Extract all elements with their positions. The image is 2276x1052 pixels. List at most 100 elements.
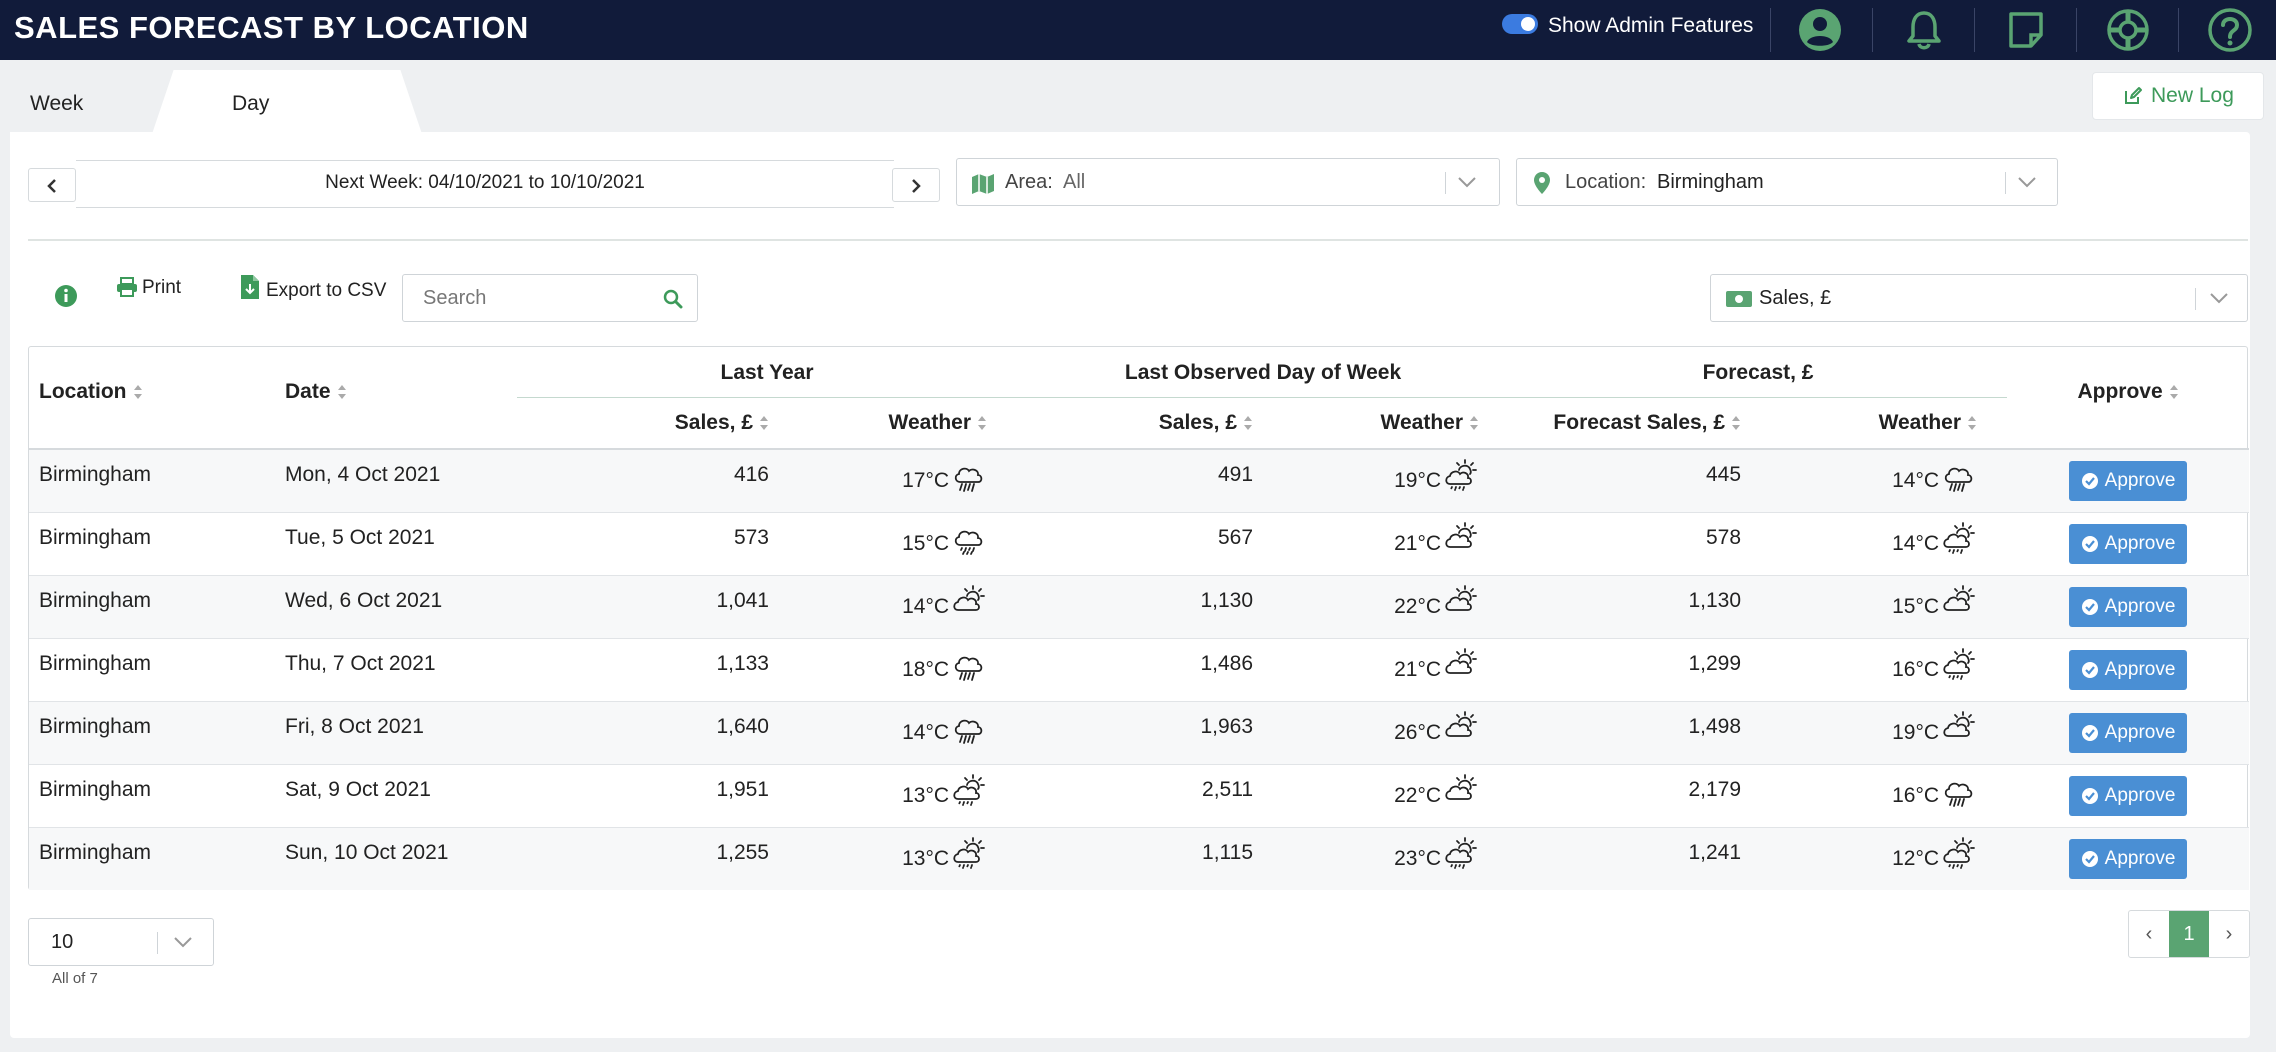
search-input[interactable] xyxy=(423,285,643,311)
date-cell: Thu, 7 Oct 2021 xyxy=(285,651,436,675)
area-select[interactable]: Area: All xyxy=(956,158,1500,206)
location-value: Birmingham xyxy=(1657,171,1764,193)
lo-sales-cell: 1,130 xyxy=(1200,588,1254,612)
column-header-ly-weather[interactable]: Weather xyxy=(785,397,1018,450)
ly-sales-cell: 1,133 xyxy=(716,651,769,675)
lo-weather-cell: 19°C xyxy=(1394,457,1479,505)
bell-icon[interactable] xyxy=(1900,6,1948,54)
weather-sun-cloud-icon xyxy=(1443,772,1479,820)
approve-button[interactable]: Approve xyxy=(2068,523,2188,564)
week-range-label: Next Week: 04/10/2021 to 10/10/2021 xyxy=(76,160,894,208)
approve-button[interactable]: Approve xyxy=(2068,460,2188,501)
weather-sun-cloud-icon xyxy=(1443,646,1479,694)
fc-sales-cell: 445 xyxy=(1705,462,1742,486)
ly-sales-cell: 1,041 xyxy=(716,588,769,612)
fc-weather-cell: 12°C xyxy=(1892,835,1977,883)
search-icon[interactable] xyxy=(663,289,683,309)
prev-page-button[interactable]: ‹ xyxy=(2145,923,2153,945)
column-header-location[interactable]: Location xyxy=(29,347,275,450)
ly-sales-cell: 573 xyxy=(733,525,769,549)
column-header-date[interactable]: Date xyxy=(275,347,517,450)
check-circle-icon xyxy=(2081,535,2098,552)
location-cell: Birmingham xyxy=(39,462,152,486)
app-header: SALES FORECAST BY LOCATION Show Admin Fe… xyxy=(0,0,2276,60)
fc-weather-cell: 16°C xyxy=(1892,772,1977,820)
admin-features-label: Show Admin Features xyxy=(1548,14,1754,37)
fc-weather-cell: 15°C xyxy=(1892,583,1977,631)
column-header-fc-sales[interactable]: Forecast Sales, £ xyxy=(1509,397,1758,450)
user-icon[interactable] xyxy=(1796,6,1844,54)
ly-weather-cell: 15°C xyxy=(902,520,987,568)
help-icon[interactable] xyxy=(2206,6,2254,54)
next-week-button[interactable] xyxy=(892,168,940,202)
lo-weather-cell: 21°C xyxy=(1394,520,1479,568)
column-header-lo-weather[interactable]: Weather xyxy=(1269,397,1510,450)
approve-button[interactable]: Approve xyxy=(2068,838,2188,879)
lo-weather-cell: 22°C xyxy=(1394,583,1479,631)
check-circle-icon xyxy=(2081,787,2098,804)
column-header-lo-sales[interactable]: Sales, £ xyxy=(1017,397,1270,450)
metric-select[interactable]: Sales, £ xyxy=(1710,274,2248,322)
column-header-fc-weather[interactable]: Weather xyxy=(1757,397,2008,450)
table-row: Birmingham Sun, 10 Oct 2021 1,255 13°C 1,115… xyxy=(29,827,2250,890)
location-cell: Birmingham xyxy=(39,714,152,738)
fc-sales-cell: 1,130 xyxy=(1688,588,1742,612)
notes-icon[interactable] xyxy=(2002,6,2050,54)
support-icon[interactable] xyxy=(2104,6,2152,54)
weather-rain-icon xyxy=(1941,772,1977,820)
check-circle-icon xyxy=(2081,472,2098,489)
lo-weather-cell: 21°C xyxy=(1394,646,1479,694)
chevron-left-icon xyxy=(47,179,56,193)
tab-week[interactable]: Week xyxy=(10,76,160,132)
tab-day[interactable]: Day xyxy=(152,70,422,134)
week-navigator: Next Week: 04/10/2021 to 10/10/2021 xyxy=(28,160,940,208)
ly-sales-cell: 1,951 xyxy=(716,777,769,801)
fc-weather-cell: 19°C xyxy=(1892,709,1977,757)
location-cell: Birmingham xyxy=(39,525,152,549)
location-select[interactable]: Location: Birmingham xyxy=(1516,158,2058,206)
fc-weather-cell: 14°C xyxy=(1892,457,1977,505)
lo-weather-cell: 23°C xyxy=(1394,835,1479,883)
weather-sun-cloud-drizzle-icon xyxy=(1443,835,1479,883)
divider xyxy=(28,239,2248,241)
previous-week-button[interactable] xyxy=(28,168,76,202)
fc-weather-cell: 16°C xyxy=(1892,646,1977,694)
edit-icon xyxy=(2125,87,2142,104)
fc-sales-cell: 1,498 xyxy=(1688,714,1742,738)
group-header-forecast: Forecast, £ xyxy=(1509,347,2008,398)
weather-sun-cloud-drizzle-icon xyxy=(1941,646,1977,694)
page-button-1[interactable]: 1 xyxy=(2169,911,2209,957)
weather-sun-cloud-icon xyxy=(1941,583,1977,631)
location-cell: Birmingham xyxy=(39,588,152,612)
ly-weather-cell: 14°C xyxy=(902,583,987,631)
page-size-select[interactable]: 10 xyxy=(28,918,214,966)
weather-sun-cloud-drizzle-icon xyxy=(1443,457,1479,505)
approve-button[interactable]: Approve xyxy=(2068,586,2188,627)
search-box xyxy=(402,274,698,322)
weather-rain-icon xyxy=(951,457,987,505)
info-icon[interactable] xyxy=(54,284,78,308)
ly-sales-cell: 416 xyxy=(733,462,769,486)
admin-features-toggle[interactable] xyxy=(1502,14,1538,34)
column-header-approve[interactable]: Approve xyxy=(2007,347,2250,450)
approve-button[interactable]: Approve xyxy=(2068,712,2188,753)
lo-sales-cell: 1,486 xyxy=(1200,651,1254,675)
approve-button[interactable]: Approve xyxy=(2068,775,2188,816)
lo-sales-cell: 2,511 xyxy=(1202,777,1254,801)
fc-sales-cell: 1,299 xyxy=(1688,651,1742,675)
lo-sales-cell: 567 xyxy=(1217,525,1254,549)
approve-button[interactable]: Approve xyxy=(2068,649,2188,690)
map-icon xyxy=(972,174,994,194)
location-cell: Birmingham xyxy=(39,651,152,675)
chevron-down-icon xyxy=(2210,293,2228,304)
next-page-button[interactable]: › xyxy=(2225,923,2233,945)
chevron-down-icon xyxy=(1458,177,1476,188)
sort-icon xyxy=(337,384,346,399)
new-log-button[interactable]: New Log xyxy=(2092,72,2264,120)
weather-sun-cloud-drizzle-icon xyxy=(1941,835,1977,883)
column-header-ly-sales[interactable]: Sales, £ xyxy=(517,397,785,450)
ly-weather-cell: 14°C xyxy=(902,709,987,757)
weather-sun-cloud-icon xyxy=(1443,583,1479,631)
weather-rain-icon xyxy=(951,646,987,694)
file-download-icon xyxy=(241,275,259,299)
